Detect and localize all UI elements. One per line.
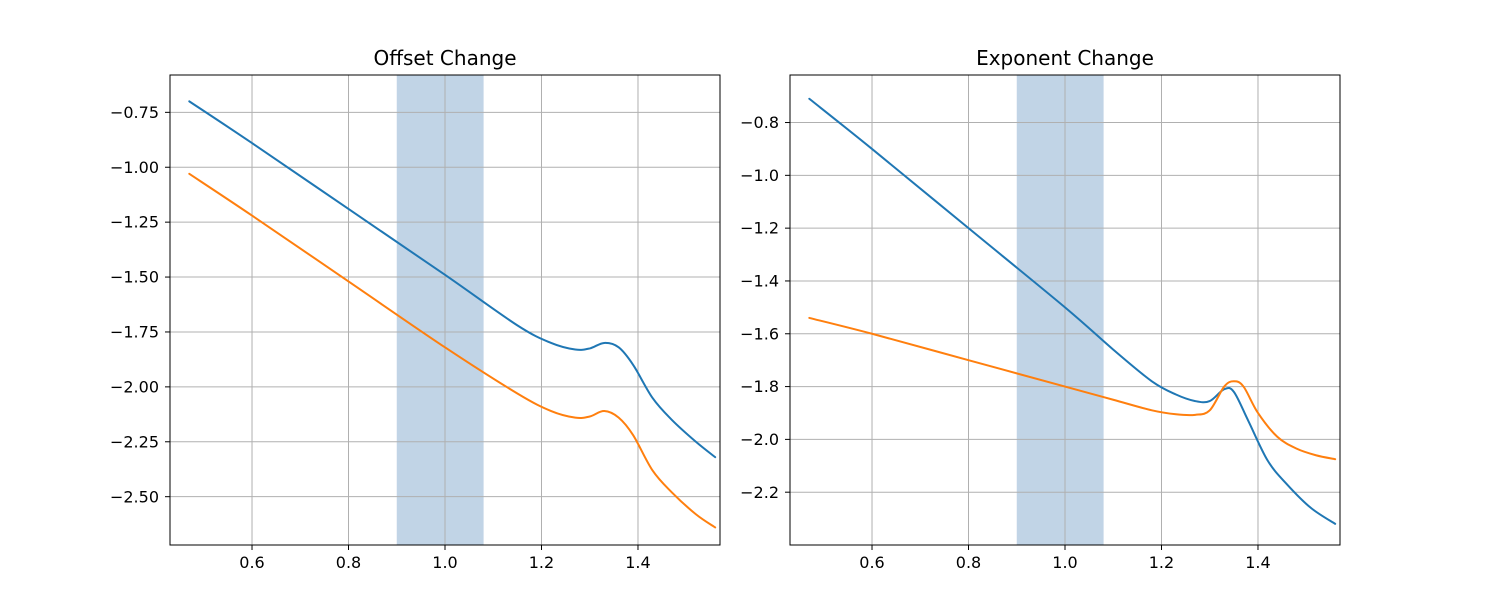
- x-tick-label: 1.2: [1149, 553, 1174, 572]
- y-tick-label: −2.2: [740, 483, 779, 502]
- x-tick-label: 1.0: [1052, 553, 1077, 572]
- y-tick-label: −1.25: [110, 213, 159, 232]
- y-tick-label: −1.00: [110, 158, 159, 177]
- y-tick-label: −1.8: [740, 377, 779, 396]
- figure-stage: 0.6 0.8 1.0 1.2 1.4 −2.50 −2.25 −2.00 −1.75 −1.50…: [0, 0, 1500, 600]
- y-tick-label: −1.4: [740, 272, 779, 291]
- panel-title: Exponent Change: [976, 46, 1154, 70]
- y-tick-label: −1.50: [110, 268, 159, 287]
- x-tick-label: 0.6: [859, 553, 884, 572]
- y-tick-label: −1.2: [740, 219, 779, 238]
- y-tick-label: −1.75: [110, 323, 159, 342]
- panel-title: Offset Change: [373, 46, 516, 70]
- x-tick-label: 1.0: [432, 553, 457, 572]
- y-tick-label: −0.75: [110, 103, 159, 122]
- x-tick-label: 0.6: [239, 553, 264, 572]
- y-tick-label: −0.8: [740, 113, 779, 132]
- y-tick-label: −2.50: [110, 487, 159, 506]
- y-tick-label: −1.0: [740, 166, 779, 185]
- panel-offset: 0.6 0.8 1.0 1.2 1.4 −2.50 −2.25 −2.00 −1.75 −1.50…: [110, 46, 720, 572]
- panel-exponent: 0.6 0.8 1.0 1.2 1.4 −2.2 −2.0 −1.8 −1.6 −1.4 −1.2 −…: [740, 46, 1340, 572]
- y-tick-label: −1.6: [740, 324, 779, 343]
- highlight-span: [1017, 75, 1104, 545]
- y-tick-label: −2.00: [110, 377, 159, 396]
- x-tick-label: 1.2: [529, 553, 554, 572]
- x-tick-label: 1.4: [625, 553, 650, 572]
- figure-svg: 0.6 0.8 1.0 1.2 1.4 −2.50 −2.25 −2.00 −1.75 −1.50…: [0, 0, 1500, 600]
- x-tick-label: 1.4: [1245, 553, 1270, 572]
- highlight-span: [397, 75, 484, 545]
- y-tick-label: −2.0: [740, 430, 779, 449]
- x-tick-label: 0.8: [956, 553, 981, 572]
- x-tick-label: 0.8: [336, 553, 361, 572]
- y-tick-label: −2.25: [110, 432, 159, 451]
